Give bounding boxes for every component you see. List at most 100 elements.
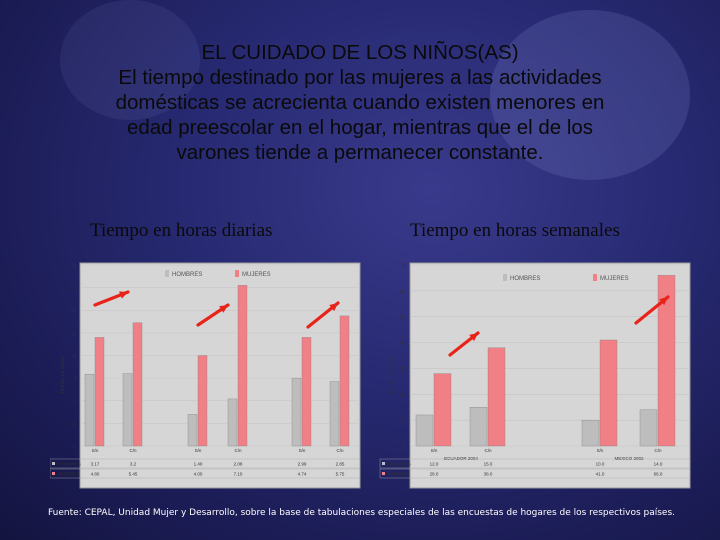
table-swatch — [52, 462, 55, 465]
legend-label: HOMBRES — [172, 272, 202, 278]
y-tick-label: 8 — [73, 264, 76, 270]
bar — [197, 355, 208, 447]
y-tick-label: 30 — [400, 367, 406, 373]
y-tick-label: 70 — [400, 264, 406, 270]
table-cell: 3.17 — [91, 462, 100, 467]
background-figure-glow — [60, 0, 200, 120]
x-tick-label: S/n — [299, 448, 306, 453]
bar — [581, 419, 600, 447]
table-cell: 2.08 — [234, 462, 243, 467]
x-group-label: MEXICO 2002 — [614, 456, 644, 461]
legend-swatch — [165, 270, 169, 277]
x-tick-label: S/n — [431, 448, 438, 453]
table-cell: 41.0 — [596, 472, 605, 477]
bar — [94, 337, 105, 447]
bar — [227, 398, 238, 447]
x-group-label: ECUADOR 2004 — [444, 456, 478, 461]
x-tick-label: C/n — [234, 448, 242, 453]
bar — [433, 373, 452, 447]
x-tick-label: C/n — [654, 448, 662, 453]
table-cell: 15.0 — [484, 462, 493, 467]
bar — [415, 414, 434, 447]
bar — [291, 377, 302, 447]
table-row-label: HOMBRES — [388, 462, 411, 467]
table-cell: 2.85 — [336, 462, 345, 467]
x-tick-label: S/n — [597, 448, 604, 453]
legend-label: MUJERES — [600, 276, 629, 282]
table-cell: 28.0 — [430, 472, 439, 477]
bar — [122, 373, 133, 447]
y-tick-label: 2 — [73, 399, 76, 405]
y-axis-label: Tiempo en horas — [60, 356, 66, 394]
weekly-hours-chart: 0 10 20 30 40 50 60 70 Tiempo en horas HOMBRES MUJ… — [379, 262, 691, 489]
table-row-label: HOMBRES — [58, 462, 81, 467]
table-cell: 1.40 — [194, 462, 203, 467]
table-cell: 12.0 — [430, 462, 439, 467]
y-tick-label: 6 — [73, 309, 76, 315]
slide-title: EL CUIDADO DE LOS NIÑOS(AS) — [201, 41, 519, 64]
table-cell: 14.0 — [654, 462, 663, 467]
x-tick-label: S/n — [92, 448, 99, 453]
bar — [599, 339, 618, 447]
x-tick-label: S/n — [195, 448, 202, 453]
x-tick-label: C/n — [336, 448, 344, 453]
y-tick-label: 7 — [73, 286, 76, 292]
x-tick-label: C/n — [484, 448, 492, 453]
y-tick-label: 0 — [403, 445, 406, 451]
table-row — [379, 458, 691, 469]
y-tick-label: 60 — [400, 289, 406, 295]
subtitle-line: varones tiende a permanecer constante. — [176, 141, 544, 164]
y-tick-label: 20 — [400, 393, 406, 399]
table-cell: 2.99 — [298, 462, 307, 467]
trend-arrow-head — [329, 303, 338, 312]
bar — [132, 322, 143, 447]
bar — [301, 337, 312, 447]
table-cell: 10.0 — [596, 462, 605, 467]
table-cell: 7.10 — [234, 472, 243, 477]
table-row-label: MUJERES — [58, 472, 80, 477]
y-tick-label: 5 — [73, 331, 76, 337]
plot-area — [409, 262, 691, 489]
subtitle-line: El tiempo destinado por las mujeres a la… — [118, 66, 602, 89]
trend-arrow-head — [119, 291, 128, 299]
table-cell: 66.0 — [654, 472, 663, 477]
y-tick-label: 3 — [73, 377, 76, 383]
table-swatch — [52, 472, 55, 475]
bar — [237, 285, 248, 447]
bar — [487, 347, 506, 447]
y-tick-label: 10 — [400, 419, 406, 425]
background-figure — [490, 10, 690, 180]
bar — [187, 414, 198, 447]
left-chart-caption: Tiempo en horas diarias — [90, 220, 273, 241]
source-note: Fuente: CEPAL, Unidad Mujer y Desarrollo… — [48, 508, 676, 518]
bar — [469, 407, 488, 447]
trend-arrow-head — [469, 333, 478, 342]
y-tick-label: 4 — [73, 354, 76, 360]
table-cell: 38.0 — [484, 472, 493, 477]
y-tick-label: 40 — [400, 341, 406, 347]
table-row-label: MUJERES — [388, 472, 410, 477]
table-swatch — [382, 472, 385, 475]
legend-swatch — [593, 274, 597, 281]
bar — [639, 409, 658, 447]
trend-arrow-head — [219, 305, 228, 313]
table-cell: 3.2 — [130, 462, 137, 467]
trend-arrow-head — [659, 297, 668, 306]
y-axis-label: Tiempo en horas — [390, 356, 396, 394]
x-tick-label: C/n — [129, 448, 137, 453]
subtitle-line: edad preescolar en el hogar, mientras qu… — [126, 116, 594, 139]
y-tick-label: 1 — [73, 422, 76, 428]
table-cell: 5.75 — [336, 472, 345, 477]
table-cell: 4.80 — [91, 472, 100, 477]
table-swatch — [382, 462, 385, 465]
bar — [329, 381, 340, 447]
table-row — [50, 468, 361, 479]
y-tick-label: 0 — [73, 445, 76, 451]
table-cell: 5.45 — [129, 472, 138, 477]
legend-swatch — [235, 270, 239, 277]
table-cell: 4.74 — [298, 472, 307, 477]
slide-title-block: EL CUIDADO DE LOS NIÑOS(AS) El tiempo de… — [40, 40, 680, 165]
right-chart-caption: Tiempo en horas semanales — [410, 220, 620, 241]
bar — [84, 374, 95, 447]
table-row — [379, 468, 691, 479]
